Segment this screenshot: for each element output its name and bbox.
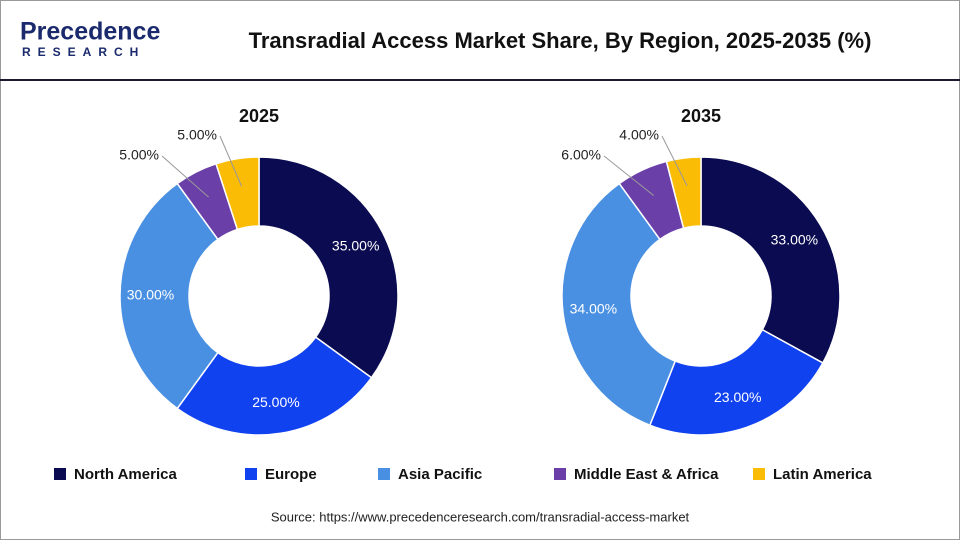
data-label: 4.00% bbox=[619, 127, 659, 143]
slice bbox=[700, 156, 841, 364]
legend-label: Europe bbox=[265, 466, 317, 483]
leader-line bbox=[219, 135, 243, 187]
legend-swatch bbox=[753, 468, 765, 480]
data-label: 25.00% bbox=[252, 394, 299, 410]
source: Source: https://www.precedenceresearch.c… bbox=[271, 509, 690, 524]
chart-title: 2025 bbox=[239, 106, 279, 126]
slice bbox=[176, 336, 373, 436]
slice bbox=[258, 156, 399, 379]
logo-bottom: RESEARCH bbox=[22, 45, 145, 59]
legend-label: Latin America bbox=[773, 466, 872, 483]
slice bbox=[561, 182, 677, 427]
slice bbox=[119, 182, 219, 410]
data-label: 34.00% bbox=[570, 300, 617, 316]
slice bbox=[215, 156, 260, 231]
legend-swatch bbox=[378, 468, 390, 480]
legend-swatch bbox=[245, 468, 257, 480]
leader-line bbox=[161, 155, 209, 198]
data-label: 35.00% bbox=[332, 237, 379, 253]
slice bbox=[665, 156, 702, 230]
data-label: 33.00% bbox=[771, 231, 818, 247]
data-label: 30.00% bbox=[127, 287, 174, 303]
chart-title: 2035 bbox=[681, 106, 721, 126]
legend-label: North America bbox=[74, 466, 177, 483]
legend-label: Middle East & Africa bbox=[574, 466, 719, 483]
data-label: 5.00% bbox=[177, 127, 217, 143]
legend-swatch bbox=[54, 468, 66, 480]
title: Transradial Access Market Share, By Regi… bbox=[249, 28, 872, 53]
data-label: 23.00% bbox=[714, 389, 761, 405]
leader-line bbox=[661, 135, 688, 187]
slice bbox=[648, 328, 824, 436]
leader-line bbox=[603, 155, 655, 196]
data-label: 6.00% bbox=[561, 147, 601, 163]
legend-label: Asia Pacific bbox=[398, 466, 482, 483]
data-label: 5.00% bbox=[119, 147, 159, 163]
legend-swatch bbox=[554, 468, 566, 480]
logo-top: Precedence bbox=[20, 18, 160, 46]
